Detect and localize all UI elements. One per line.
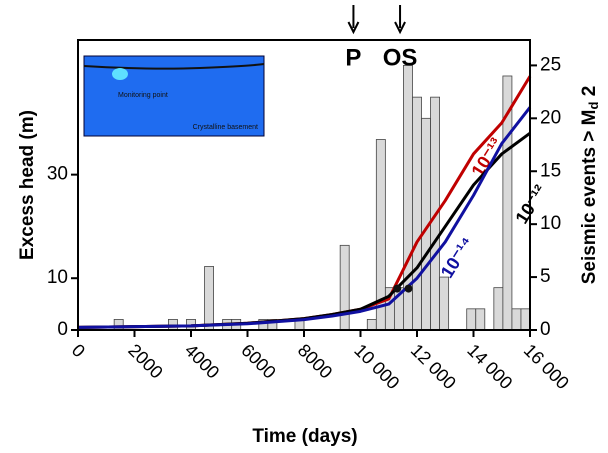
x-tick-label: 6000 <box>237 340 279 382</box>
bar <box>466 308 477 331</box>
bar <box>339 244 350 331</box>
x-axis-label: Time (days) <box>252 426 357 447</box>
bar <box>366 319 377 331</box>
bar <box>113 319 124 331</box>
y2-label-part: d <box>586 102 601 110</box>
bar <box>439 276 450 331</box>
y-tick-label: 0 <box>57 319 68 340</box>
x-tick-label: 12 000 <box>407 340 460 393</box>
y2-tick-label: 0 <box>540 319 551 340</box>
bar <box>204 266 214 331</box>
inset-layer <box>83 63 265 70</box>
annotation-arrowhead <box>347 21 360 35</box>
annotation-label: P <box>345 44 361 71</box>
annotation-label: OS <box>383 44 418 71</box>
y2-label-part: Seismic events > M <box>579 110 600 285</box>
point <box>404 284 413 293</box>
x-tick-label: 8000 <box>294 340 336 382</box>
y2-tick-label: 15 <box>540 160 561 181</box>
y-tick-label: 30 <box>47 164 68 185</box>
bar <box>475 308 486 331</box>
bar <box>511 308 522 331</box>
annotation-arrowhead <box>394 21 406 35</box>
line-label: 10⁻¹⁴ <box>437 233 478 281</box>
y-tick-label: 10 <box>47 267 68 288</box>
point <box>393 284 402 293</box>
inset-label: Crystalline basement <box>193 124 258 131</box>
x-tick-label: 10 000 <box>350 340 403 393</box>
inset-plume <box>112 68 128 80</box>
x-tick-label: 14 000 <box>463 340 516 393</box>
x-tick-label: 16 000 <box>520 340 573 393</box>
inset-label: Monitoring point <box>118 92 168 99</box>
y2-tick-label: 25 <box>540 54 561 75</box>
line <box>77 132 531 329</box>
x-tick-label: 0 <box>68 340 89 361</box>
line <box>77 106 532 329</box>
y-axis-label: Excess head (m) <box>17 110 38 260</box>
y2-tick-label: 10 <box>540 213 561 234</box>
inset: Monitoring point Crystalline basement <box>83 55 265 137</box>
x-tick-label: 2000 <box>124 340 166 382</box>
y2-tick-label: 20 <box>540 107 561 128</box>
bar <box>412 96 422 331</box>
bar <box>520 308 531 331</box>
y2-tick-label: 5 <box>540 266 551 287</box>
y2-label-part: 2 <box>579 86 600 102</box>
bar <box>493 287 504 331</box>
x-tick-label: 4000 <box>181 340 223 382</box>
y2-axis-label: Seismic events > Md 2 <box>579 86 601 285</box>
